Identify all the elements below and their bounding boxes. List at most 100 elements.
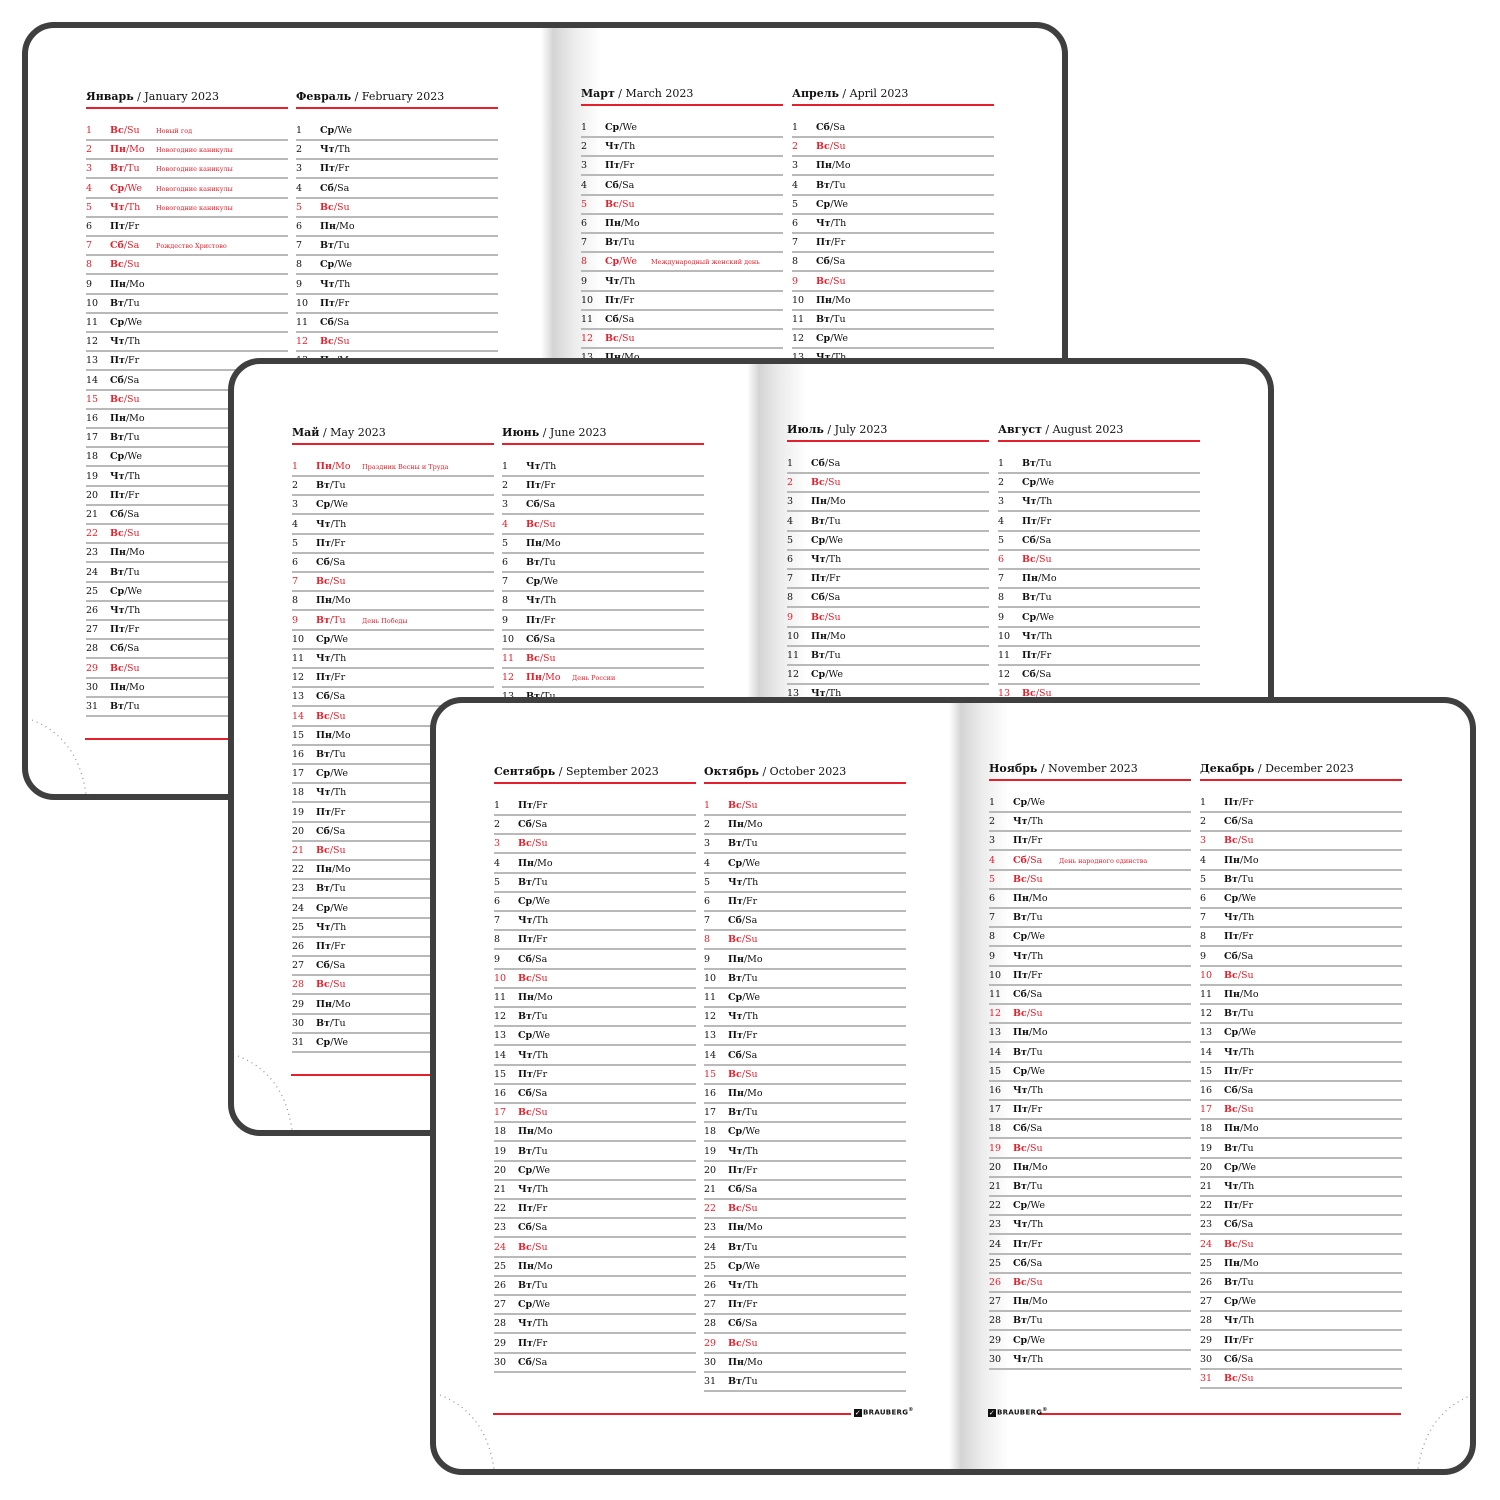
- day-row: 3 Вт/Tu: [704, 835, 906, 855]
- row-rule: [86, 599, 288, 602]
- weekday-ru: Чт: [518, 915, 533, 927]
- weekday-en: /We: [330, 499, 349, 511]
- row-rule: [1200, 868, 1402, 871]
- day-number: 14: [989, 1046, 1002, 1058]
- day-row: 11 Сб/Sa: [581, 311, 783, 330]
- weekday-ru: Пт: [1022, 650, 1037, 661]
- weekday-en: /Su: [1035, 554, 1052, 565]
- day-number: 10: [792, 294, 805, 306]
- weekday-ru: Чт: [605, 141, 620, 153]
- day-row: 28 Чт/Th: [1200, 1312, 1402, 1332]
- day-number: 19: [989, 1142, 1002, 1154]
- row-rule: [86, 158, 288, 161]
- row-rule: [494, 1178, 696, 1181]
- day-number: 13: [86, 355, 99, 367]
- day-number: 3: [989, 835, 996, 847]
- row-rule: [581, 270, 783, 273]
- day-row: 17 Вт/Tu: [86, 429, 288, 449]
- weekday-en: /Sa: [531, 1222, 548, 1234]
- day-row: 22 Ср/We: [989, 1197, 1191, 1217]
- row-rule: [292, 705, 494, 708]
- row-rule: [989, 1118, 1191, 1121]
- weekday-ru: Сб: [1224, 816, 1238, 828]
- day-number: 13: [1200, 1027, 1213, 1039]
- day-row: 4 Пн/Mo: [494, 855, 696, 874]
- row-rule: [86, 465, 288, 468]
- weekday-en: /Fr: [1027, 1104, 1043, 1116]
- row-rule: [998, 491, 1200, 494]
- weekday-en: /Mo: [331, 864, 351, 876]
- weekday: Чт/Th: [811, 688, 841, 699]
- month-name-en: May 2023: [330, 426, 386, 439]
- day-number: 7: [502, 576, 509, 588]
- holiday-note: Новогодние каникулы: [156, 165, 233, 174]
- weekday-en: /Su: [333, 201, 350, 213]
- weekday: Ср/We: [728, 1261, 760, 1272]
- weekday: Ср/We: [316, 1037, 348, 1048]
- row-rule: [502, 532, 704, 535]
- row-rule: [792, 193, 994, 196]
- row-rule: [989, 868, 1191, 871]
- weekday-ru: Чт: [1013, 1219, 1028, 1231]
- weekday: Сб/Sa: [1013, 1123, 1042, 1134]
- weekday: Сб/Sa: [518, 1357, 547, 1368]
- weekday: Вс/Su: [110, 259, 140, 270]
- weekday: Сб/Sa: [1013, 1258, 1042, 1269]
- weekday-en: /Tu: [741, 1107, 758, 1119]
- row-rule: [86, 657, 288, 660]
- weekday-en: /Fr: [619, 160, 635, 172]
- row-rule: [989, 830, 1191, 833]
- day-number: 7: [704, 915, 711, 927]
- weekday-en: /We: [830, 333, 849, 345]
- day-row: 6 Вс/Su: [998, 551, 1200, 570]
- month-name-en: February 2023: [361, 90, 445, 103]
- day-number: 16: [1200, 1085, 1213, 1096]
- day-row: 17 Ср/We: [292, 765, 494, 785]
- month-name-ru: Май: [292, 426, 320, 439]
- day-row: 21 Чт/Th: [1200, 1178, 1402, 1197]
- weekday-ru: Вт: [1224, 873, 1238, 885]
- row-rule: [581, 232, 783, 234]
- weekday-ru: Ср: [110, 451, 125, 463]
- row-rule: [86, 638, 288, 641]
- weekday: Сб/Sa: [110, 240, 139, 251]
- row-rule: [989, 1367, 1191, 1370]
- day-number: 3: [502, 499, 509, 511]
- weekday: Вс/Su: [1013, 1277, 1043, 1288]
- weekday: Вт/Tu: [728, 973, 758, 984]
- weekday-ru: Пт: [1224, 797, 1239, 808]
- weekday-en: /Sa: [1035, 534, 1052, 546]
- row-rule: [792, 212, 994, 215]
- weekday-en: /Mo: [125, 681, 145, 693]
- day-row: 1 Сб/Sa: [792, 119, 994, 138]
- weekday: Вс/Su: [728, 934, 758, 945]
- day-row: 3 Вт/Tu Новогодние каникулы: [86, 160, 288, 180]
- row-rule: [704, 890, 906, 893]
- day-row: 8 Сб/Sa: [792, 253, 994, 273]
- weekday-ru: Вс: [518, 972, 532, 984]
- weekday-en: /Th: [532, 1049, 549, 1061]
- weekday-ru: Сб: [728, 1049, 742, 1061]
- weekday: Пн/Mo: [518, 1126, 553, 1137]
- row-rule: [292, 1031, 494, 1034]
- day-row: 31 Вс/Su: [1200, 1370, 1402, 1389]
- weekday-en: /Su: [1026, 1277, 1043, 1288]
- day-number: 5: [296, 201, 303, 213]
- weekday-en: /Th: [742, 1280, 759, 1291]
- weekday-en: /Tu: [329, 614, 346, 626]
- day-number: 6: [494, 896, 501, 907]
- month-separator: /: [539, 426, 550, 439]
- weekday: Ср/We: [816, 333, 848, 344]
- weekday-en: /Su: [123, 259, 140, 271]
- holiday-note: Рождество Христово: [156, 242, 227, 251]
- weekday-ru: Пн: [110, 413, 126, 424]
- day-row: 12 Чт/Th: [86, 333, 288, 353]
- day-row: 13 Ср/We: [1200, 1024, 1402, 1044]
- day-number: 29: [494, 1337, 507, 1349]
- weekday: Ср/We: [320, 125, 352, 136]
- day-row: 24 Ср/We: [292, 900, 494, 919]
- weekday-en: /Mo: [1239, 989, 1259, 1000]
- row-rule: [787, 510, 989, 513]
- day-row: 23 Вт/Tu: [292, 880, 494, 900]
- day-row: 14 Чт/Th: [494, 1047, 696, 1066]
